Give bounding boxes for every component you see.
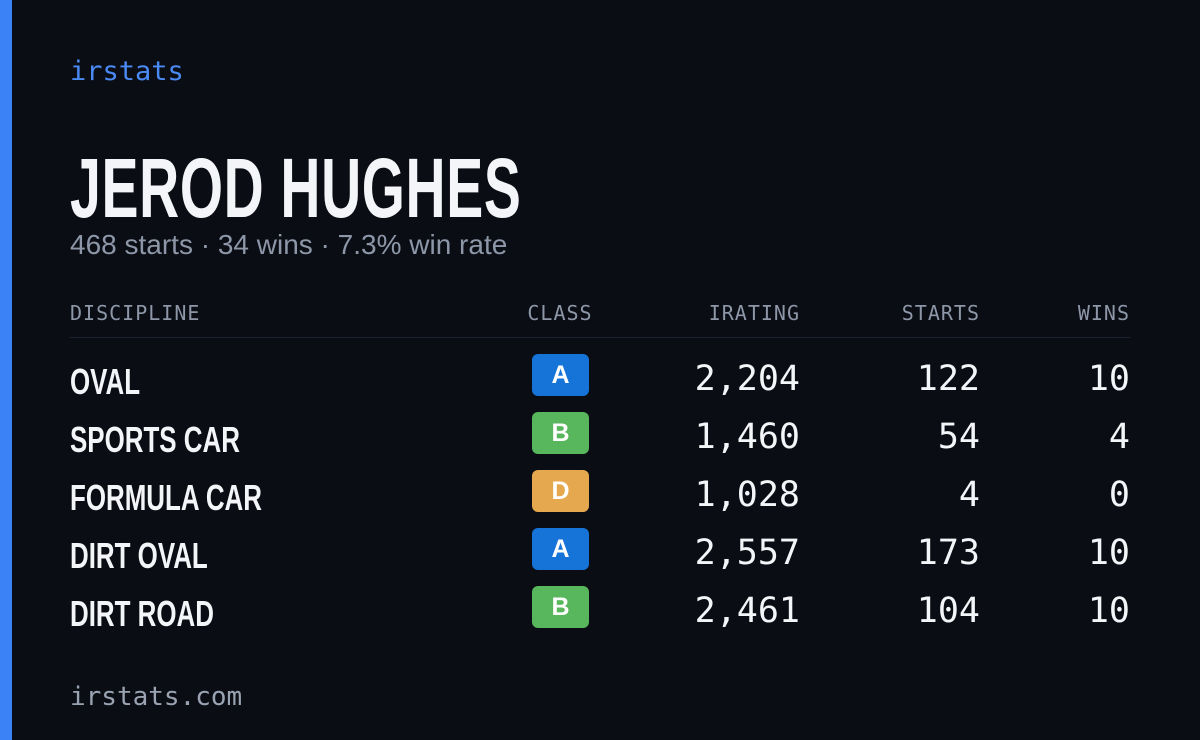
discipline: SPORTS CAR <box>70 419 240 460</box>
irating: 2,557 <box>694 533 800 573</box>
footer: irstats.com <box>70 682 243 712</box>
header-rule <box>70 337 1130 338</box>
class-badge: D <box>532 470 589 512</box>
summary: 468 starts · 34 wins · 7.3% win rate <box>70 229 508 260</box>
class-badge: B <box>532 412 589 454</box>
irating: 2,204 <box>694 359 800 399</box>
column-header: CLASS <box>527 301 593 325</box>
column-header: IRATING <box>708 301 800 325</box>
irating: 2,461 <box>694 591 800 631</box>
discipline: OVAL <box>70 361 141 402</box>
accent-bar <box>0 0 12 740</box>
starts: 122 <box>916 359 980 399</box>
irating: 1,028 <box>694 475 800 515</box>
starts: 4 <box>958 475 980 515</box>
starts: 54 <box>937 417 980 457</box>
brand: irstats <box>70 56 184 87</box>
discipline: DIRT ROAD <box>70 593 214 634</box>
wins: 0 <box>1108 475 1130 515</box>
wins: 4 <box>1108 417 1130 457</box>
wins: 10 <box>1087 359 1130 399</box>
starts: 104 <box>916 591 980 631</box>
driver-name: JEROD HUGHES <box>70 141 522 235</box>
wins: 10 <box>1087 533 1130 573</box>
column-header: STARTS <box>901 301 980 325</box>
irating: 1,460 <box>694 417 800 457</box>
starts: 173 <box>916 533 980 573</box>
class-badge: A <box>532 354 589 396</box>
wins: 10 <box>1087 591 1130 631</box>
class-badge: B <box>532 586 589 628</box>
discipline: FORMULA CAR <box>70 477 262 518</box>
discipline: DIRT OVAL <box>70 535 208 576</box>
column-header: DISCIPLINE <box>70 301 201 325</box>
column-header: WINS <box>1077 301 1130 325</box>
class-badge: A <box>532 528 589 570</box>
